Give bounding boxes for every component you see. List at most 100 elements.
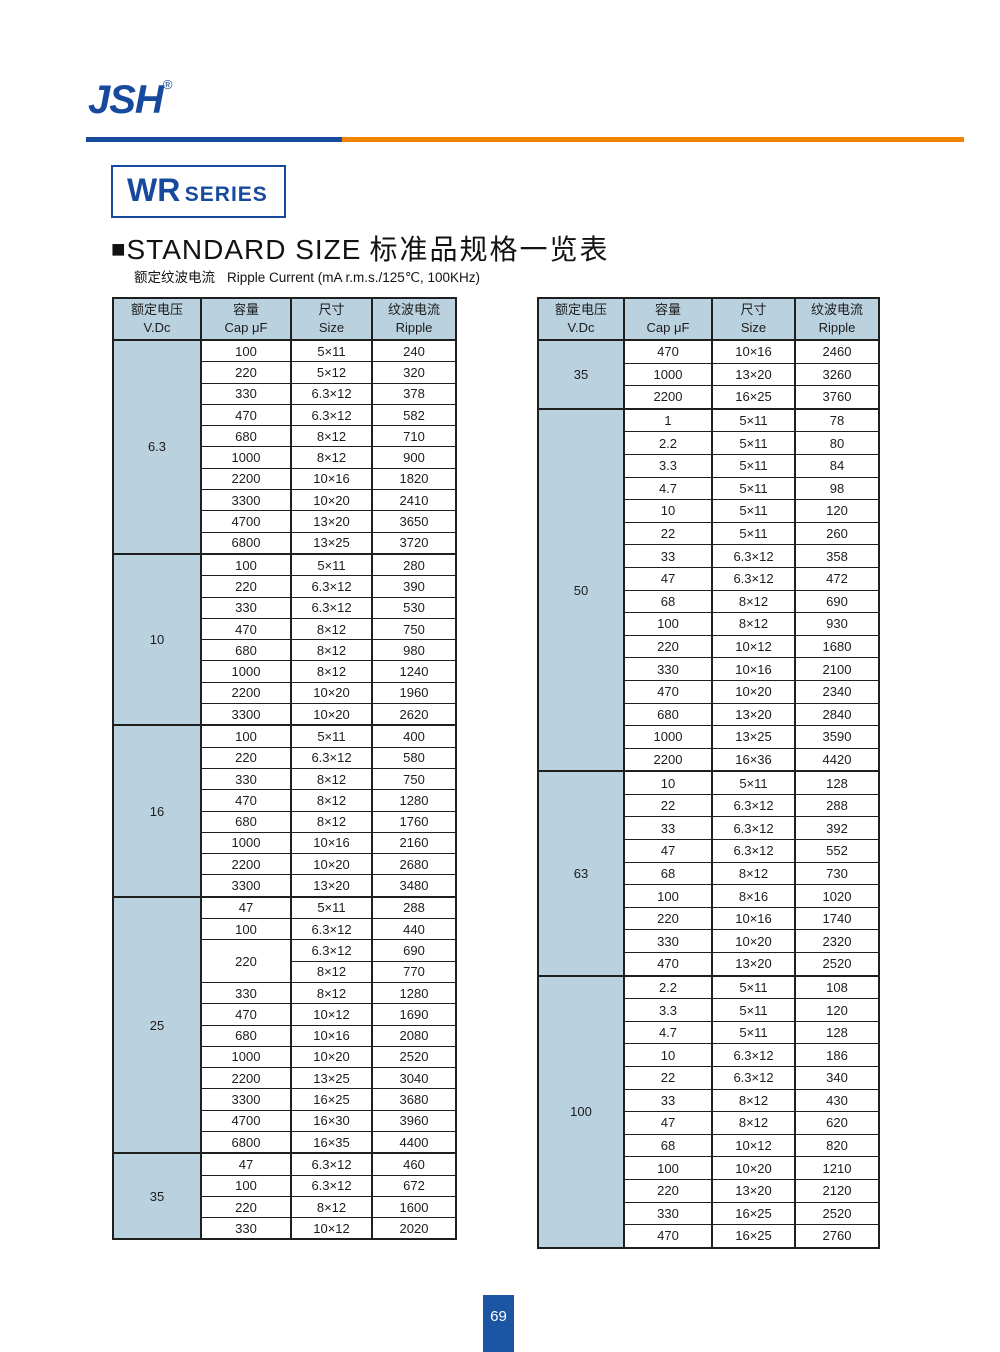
ripple-cell: 120: [794, 998, 880, 1022]
ripple-cell: 750: [371, 617, 457, 641]
table-row: 33 8×12 430: [538, 1088, 880, 1113]
table-row: 330 10×16 2100: [538, 657, 880, 681]
cap-cell: 33: [623, 1088, 713, 1113]
ripple-cell: 128: [794, 1020, 880, 1045]
ripple-cell: 552: [794, 839, 880, 863]
table-row: 470 8×12 750: [113, 617, 457, 641]
table-row: 2200 10×20 1960: [113, 681, 457, 705]
table-row: 470 10×12 1690: [113, 1003, 457, 1026]
cap-cell: 680: [200, 639, 292, 662]
ripple-cell: 4420: [794, 747, 880, 772]
size-cell: 8×12: [290, 789, 373, 812]
table-row: 330 16×25 2520: [538, 1201, 880, 1226]
ripple-cell: 120: [794, 499, 880, 523]
table-row: 22 6.3×12 288: [538, 793, 880, 818]
cap-cell: 3300: [200, 1088, 292, 1111]
cap-cell: 2200: [623, 747, 713, 772]
cap-cell: 68: [623, 589, 713, 614]
table-row: 330 6.3×12 378: [113, 382, 457, 405]
ripple-cell: 128: [794, 770, 880, 795]
ripple-cell: 2840: [794, 702, 880, 727]
size-cell: 10×12: [290, 1217, 373, 1240]
ripple-cell: 3650: [371, 510, 457, 533]
ripple-cell: 1740: [794, 906, 880, 931]
ripple-cell: 2460: [794, 338, 880, 364]
cap-cell: 10: [623, 1043, 713, 1067]
section-title-cn: 标准品规格一览表: [369, 234, 610, 265]
size-cell: 6.3×12: [711, 1043, 796, 1067]
cap-cell: 100: [200, 724, 292, 748]
table-row: 4700 13×20 3650: [113, 510, 457, 533]
table-row: 63 10 5×11 128: [537, 770, 880, 977]
ripple-cell: 980: [371, 639, 457, 662]
series-name: WR: [127, 172, 181, 208]
ripple-cell: 472: [794, 566, 880, 591]
ripple-cell: 3040: [371, 1067, 457, 1090]
size-cell: 5×11: [711, 407, 796, 433]
ripple-cell: 2620: [371, 703, 457, 726]
table-row: 22 5×11 260: [538, 521, 880, 546]
section-title: ■STANDARD SIZE 标准品规格一览表: [111, 228, 609, 268]
table-row: 6.3 100 5×11 240: [112, 339, 457, 555]
voltage-cell: 35: [112, 1152, 202, 1240]
size-cell: 10×20: [290, 681, 373, 705]
size-cell: 6.3×12: [711, 544, 796, 568]
ripple-cell: 98: [794, 476, 880, 501]
cap-cell: 47: [623, 566, 713, 591]
cap-cell: 33: [623, 544, 713, 568]
size-cell: 5×11: [711, 998, 796, 1022]
ripple-cell: 1280: [371, 981, 457, 1005]
table-row: 35 470 10×16 2460: [537, 338, 880, 410]
size-cell: 10×20: [711, 929, 796, 954]
cap-cell: 330: [623, 929, 713, 954]
cap-cell: 100: [623, 1156, 713, 1180]
cap-cell: 10: [623, 770, 713, 795]
size-cell: 6.3×12: [290, 596, 373, 619]
cap-cell: 330: [623, 657, 713, 681]
cap-cell: 220: [200, 575, 292, 598]
size-header: 尺寸 Size: [711, 297, 796, 341]
cap-cell: 470: [623, 952, 713, 977]
table-row: 10 6.3×12 186: [538, 1043, 880, 1067]
ripple-cell: 3680: [371, 1088, 457, 1111]
voltage-cell: 10: [112, 552, 202, 726]
size-cell: 6.3×12: [290, 382, 373, 405]
page-number: 69: [490, 1308, 507, 1325]
size-cell: 10×16: [711, 906, 796, 931]
table-row: 3300 16×25 3680: [113, 1088, 457, 1111]
table-row: 47 6.3×12 472: [538, 566, 880, 591]
ripple-cell: 392: [794, 816, 880, 841]
cap-cell: 100: [200, 918, 292, 941]
ripple-cell: 1210: [794, 1156, 880, 1180]
cap-cell: 3300: [200, 489, 292, 512]
size-cell: 10×20: [290, 1045, 373, 1069]
cap-cell: 330: [623, 1201, 713, 1226]
ripple-cell: 340: [794, 1066, 880, 1090]
ripple-cell: 3260: [794, 362, 880, 387]
size-cell: 10×20: [711, 679, 796, 704]
table-row: 220 8×12 1600: [113, 1195, 457, 1219]
ripple-cell: 390: [371, 575, 457, 598]
ripple-cell: 4400: [371, 1130, 457, 1154]
size-cell: 5×11: [290, 552, 373, 577]
ripple-cell: 2760: [794, 1224, 880, 1249]
cap-cell: 68: [623, 1133, 713, 1158]
cap-cell: 1000: [200, 831, 292, 855]
cap-cell: 2.2: [623, 974, 713, 1000]
ripple-cell: 3480: [371, 874, 457, 898]
ripple-cell: 930: [794, 612, 880, 636]
cap-cell: 2200: [200, 467, 292, 491]
size-cell: 16×25: [290, 1088, 373, 1111]
cap-cell: 33: [623, 816, 713, 841]
size-cell: 5×12: [290, 361, 373, 384]
size-cell: 13×20: [711, 362, 796, 387]
cap-cell: 1000: [623, 362, 713, 387]
table-row: 220 13×20 2120: [538, 1178, 880, 1203]
size-cell: 5×11: [290, 724, 373, 748]
cap-cell: 2200: [200, 853, 292, 876]
ripple-cell: 770: [371, 960, 457, 983]
ripple-cell: 288: [794, 793, 880, 818]
size-cell: 10×16: [711, 338, 796, 364]
ripple-cell: 320: [371, 361, 457, 384]
cap-cell: 330: [200, 981, 292, 1005]
